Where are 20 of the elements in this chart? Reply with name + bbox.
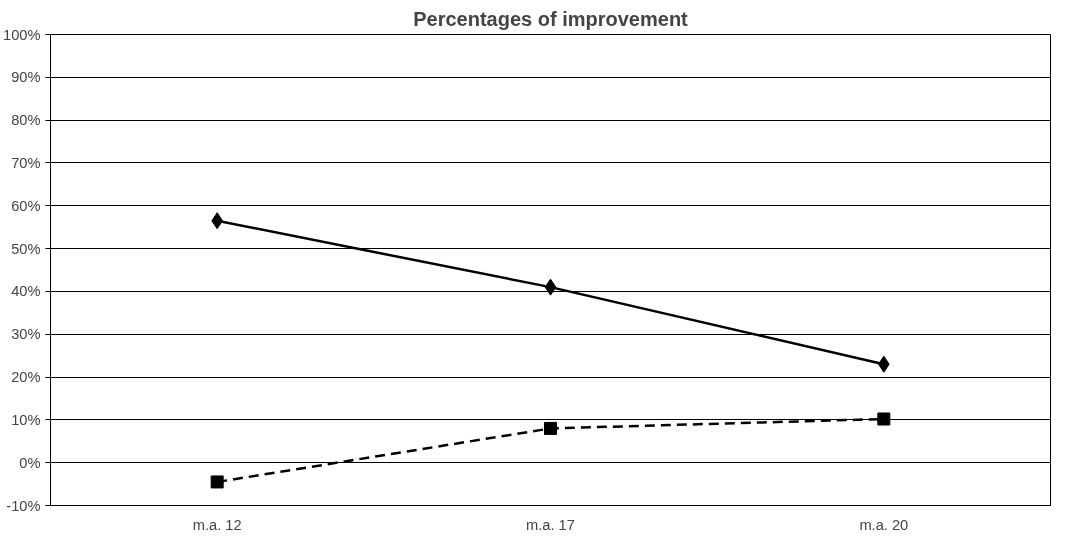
chart-title: Percentages of improvement — [413, 7, 689, 30]
point — [544, 421, 557, 435]
y-tick-label: 90% — [11, 69, 41, 86]
y-tick-label: 50% — [11, 240, 41, 257]
y-tick-label: 60% — [11, 197, 41, 214]
point — [544, 278, 557, 296]
x-tick-label: m.a. 17 — [526, 516, 575, 533]
y-tick-label: 20% — [11, 369, 41, 386]
y-tick-label: 30% — [11, 326, 41, 343]
y-tick-label: 10% — [11, 411, 41, 428]
point — [210, 475, 224, 489]
y-tick-label: 40% — [11, 283, 41, 300]
x-tick-label: m.a. 20 — [859, 516, 909, 533]
y-tick-label: 100% — [3, 26, 41, 43]
y-tick-label: 70% — [11, 154, 41, 171]
y-tick-label: 0% — [19, 454, 41, 471]
y-tick-label: -10% — [6, 497, 41, 514]
x-tick-label: m.a. 12 — [192, 516, 242, 533]
y-tick-label: 80% — [11, 112, 41, 129]
point — [877, 412, 891, 426]
